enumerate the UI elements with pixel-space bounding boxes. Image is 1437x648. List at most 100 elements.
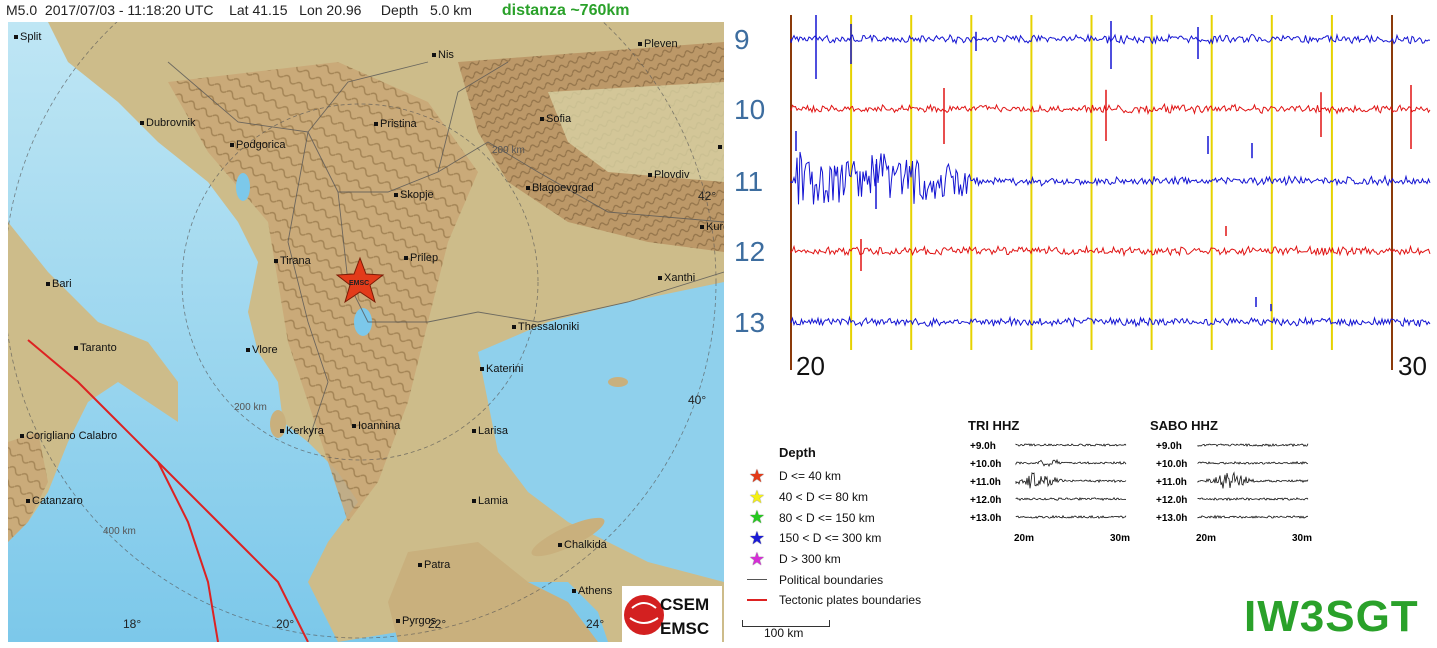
city-label: Blagoevgrad [532,182,594,194]
city-tirana: Tirana [274,255,312,267]
city-label: Catanzaro [32,495,83,507]
ring-label: 200 km [234,402,267,413]
city-pleven: Pleven [638,38,678,50]
city-larisa: Larisa [472,425,509,437]
lake-ohrid [354,308,372,336]
italy-relief [8,432,48,542]
city-pristina: Pristina [374,118,418,130]
star-icon: ★ [748,507,766,528]
city-label: Bari [52,278,72,290]
logo-globe [624,595,664,635]
event-header: M5.0 2017/07/03 - 11:18:20 UTC Lat 41.15… [6,2,629,22]
legend-item: ★ 40 < D <= 80 km [745,487,965,508]
mini-row-label: +12.0h [970,495,1001,506]
trace-row [790,244,1431,257]
legend-tectonic-label: Tectonic plates boundaries [779,593,922,608]
mini-axis-label: 20m [1014,533,1034,544]
trace-row [790,315,1431,328]
depth-legend: Depth ★ D <= 40 km ★ 40 < D <= 80 km ★ 80 < D… [745,445,965,611]
hour-labels: 9 10 11 12 13 [734,24,765,338]
mini-row-label: +9.0h [1156,441,1182,452]
city-label: Lamia [478,495,509,507]
mini-title: SABO HHZ [1150,418,1218,433]
city-label: Sofia [546,113,572,125]
city-label: Split [20,31,41,43]
hour-label: 11 [734,166,763,197]
lon-label: 22° [428,617,446,631]
legend-item: ★ D <= 40 km [745,466,965,487]
mini-row-label: +10.0h [970,459,1001,470]
logo-emsc: EMSC [660,619,709,638]
tectonic-boundaries [27,339,309,642]
city-sofia: Sofia [540,113,572,125]
city-katerini: Katerini [480,363,523,375]
legend-item: ★ 150 < D <= 300 km [745,528,965,549]
city-label: Ioannina [358,420,401,432]
city-label: Kurd [706,221,724,233]
mini-row-label: +12.0h [1156,495,1187,506]
depth-text: Depth 5.0 km [380,2,472,18]
legend-item-label: 40 < D <= 80 km [779,490,869,505]
city-label: Kerkyra [286,425,325,437]
city-label: Tirana [280,255,312,267]
city-kerkyra: Kerkyra [280,425,325,437]
mini-seismogram: +9.0h +10.0h +11.0h +12.0h +13.0h 20m 30m [1156,441,1312,544]
mini-axis-label: 20m [1196,533,1216,544]
city-label: Katerini [486,363,523,375]
city-label: Vlore [252,344,278,356]
city-label: Podgorica [236,139,286,151]
city-vlore: Vlore [246,344,278,356]
aegean-islet [608,377,628,387]
city-label: Pristina [380,118,418,130]
minute-markers [790,15,1393,370]
distance-rings [8,22,717,639]
city-blagoevgrad: Blagoevgrad [526,182,594,194]
city-lamia: Lamia [472,495,509,507]
epicenter-label: EMSC [349,280,369,287]
city-prilep: Prilep [404,252,438,264]
mini-title: TRI HHZ [968,418,1020,433]
city-label: Pleven [644,38,678,50]
mini-axis-label: 30m [1110,533,1130,544]
city-corigliano-calabro: Corigliano Calabro [20,430,117,442]
axis-start-label: 20 [796,351,825,381]
magnitude-text: M5.0 [6,2,38,18]
logo-csem: CSEM [660,595,709,614]
mini-trace [1015,443,1127,447]
lat-label: 42° [698,189,716,203]
hour-label: 9 [734,24,750,55]
mini-seismogram: +9.0h +10.0h +11.0h +12.0h +13.0h 20m 30m [970,441,1130,544]
city-label: Patra [424,559,451,571]
city-podgorica: Podgorica [230,139,286,151]
euboea-island [531,517,605,557]
ring-labels: 200 km 200 km 400 km [103,145,525,537]
mini-trace [1197,514,1308,520]
mini-trace [1015,496,1127,502]
mini-trace [1015,458,1127,467]
mini-axis-label: 30m [1292,533,1312,544]
city-xanthi: Xanthi [658,272,695,284]
mini-trace [1015,514,1127,519]
star-icon: ★ [748,548,766,569]
legend-item-label: 80 < D <= 150 km [779,510,875,525]
tectonic-line-swatch [747,599,767,602]
hour-label: 10 [734,94,765,125]
city-label: Xanthi [664,272,695,284]
distance-text: distanza ~760km [501,2,630,19]
city-label: Corigliano Calabro [26,430,117,442]
graticule-labels: 42° 40° 18° 20° 22° 24° [123,189,716,631]
city-label: Prilep [410,252,438,264]
scale-bar-label: 100 km [764,626,804,640]
mini-row-label: +13.0h [1156,513,1187,524]
mini-trace [1197,497,1309,502]
mini-row-label: +9.0h [970,441,996,452]
tri-hhz-panel: TRI HHZ +9.0h +10.0h +11.0h +12.0h +13.0h 20m… [968,418,1136,550]
city-nis: Nis [432,49,454,61]
legend-political-label: Political boundaries [779,572,884,587]
city-taranto: Taranto [74,342,117,354]
star-icon: ★ [748,527,766,548]
datetime-text: 2017/07/03 - 11:18:20 UTC [44,2,214,18]
lake-skadar [236,173,250,201]
hour-label: 12 [734,236,765,267]
epicenter-map: 42° 40° 18° 20° 22° 24° 200 km 200 km 40… [8,22,724,642]
